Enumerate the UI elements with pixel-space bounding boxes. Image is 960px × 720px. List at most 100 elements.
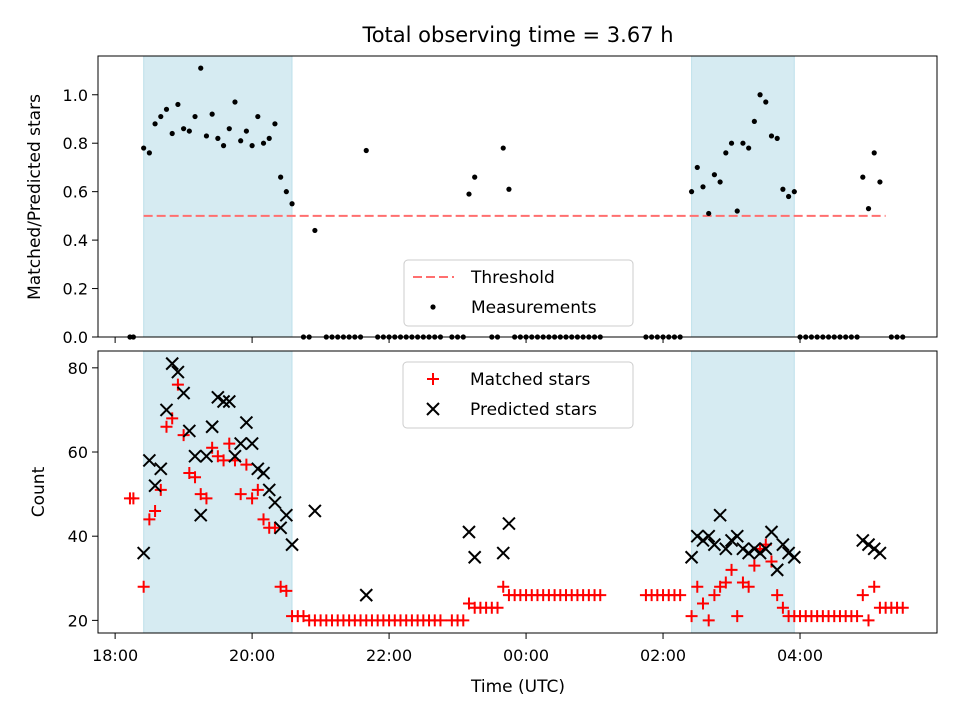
matched-stars-point <box>719 576 732 589</box>
predicted-stars-point <box>142 453 157 468</box>
measurement-point <box>266 135 272 141</box>
bottom-x-tick-label: 22:00 <box>366 646 412 665</box>
measurement-point <box>780 186 786 192</box>
measurement-point <box>209 111 215 117</box>
predicted-stars-point <box>199 449 214 463</box>
matched-stars-point <box>685 610 698 623</box>
predicted-stars-point <box>273 521 288 535</box>
matched-stars-point <box>725 563 738 576</box>
matched-stars-point <box>246 492 259 505</box>
matched-stars-point <box>177 429 190 442</box>
matched-stars-point <box>731 610 744 623</box>
measurement-point <box>278 174 284 180</box>
measurement-point <box>152 121 158 127</box>
legend-matched-label: Matched stars <box>470 370 590 390</box>
predicted-stars-point <box>873 546 887 560</box>
measurement-point <box>751 118 757 125</box>
bottom-x-axis-label: Time (UTC) <box>470 677 565 697</box>
measurement-point <box>694 164 700 171</box>
matched-stars-point <box>896 601 909 614</box>
measurement-point <box>877 179 883 185</box>
matched-stars-point <box>143 513 156 526</box>
measurement-point <box>728 140 735 146</box>
predicted-stars-point <box>188 449 202 463</box>
measurement-point <box>220 143 227 149</box>
measurement-point <box>363 147 369 154</box>
measurement-point <box>272 121 278 127</box>
bottom-legend: Matched stars Predicted stars <box>402 361 634 429</box>
measurement-point <box>146 150 152 156</box>
measurement-point <box>860 174 866 180</box>
bottom-legend-box <box>402 361 634 429</box>
matched-stars-point <box>851 610 864 623</box>
matched-stars-point <box>268 521 281 534</box>
matched-stars-point <box>742 580 755 593</box>
matched-stars-point <box>776 601 789 614</box>
predicted-stars-point <box>136 546 151 560</box>
predicted-stars-point <box>764 525 779 539</box>
predicted-stars-point <box>308 504 322 518</box>
predicted-stars-point <box>462 525 476 539</box>
measurement-point <box>283 189 289 195</box>
measurement-point <box>746 145 752 151</box>
predicted-stars-point <box>467 550 482 564</box>
measurement-point <box>506 186 512 192</box>
measurement-point <box>243 128 249 134</box>
matched-stars-point <box>257 513 270 526</box>
matched-stars-point <box>149 504 162 517</box>
bottom-y-tick-label: 60 <box>68 443 88 462</box>
top-y-tick-label: 0.6 <box>63 183 88 202</box>
top-y-tick-label: 0.8 <box>63 134 88 153</box>
matched-stars-point <box>127 492 140 505</box>
predicted-stars-point <box>747 542 762 556</box>
measurement-point <box>181 126 187 132</box>
legend-matched-swatch <box>427 373 439 385</box>
predicted-stars-point <box>359 588 373 602</box>
matched-stars-point <box>868 580 881 593</box>
matched-stars-point <box>234 488 247 501</box>
predicted-stars-point <box>216 394 231 409</box>
predicted-stars-point <box>148 478 162 493</box>
predicted-stars-point <box>194 508 208 522</box>
matched-stars-point <box>137 580 150 593</box>
legend-threshold-label: Threshold <box>470 268 555 288</box>
matched-stars-point <box>240 458 253 471</box>
measurement-point <box>466 191 472 197</box>
measurement-point <box>688 189 695 195</box>
predicted-stars-point <box>262 483 276 497</box>
measurement-point <box>768 133 775 139</box>
predicted-stars-point <box>182 424 197 438</box>
predicted-stars-point <box>724 533 739 548</box>
predicted-stars-point <box>719 542 733 556</box>
measurement-point <box>158 113 164 120</box>
measurement-point <box>186 128 192 134</box>
predicted-stars-point <box>268 495 282 510</box>
predicted-stars-point <box>251 462 265 476</box>
measurement-point <box>763 99 769 105</box>
measurement-point <box>141 145 147 151</box>
predicted-stars-point <box>502 516 516 531</box>
matched-stars-point <box>217 454 230 467</box>
measurement-point <box>226 126 232 132</box>
measurement-point <box>169 130 175 137</box>
predicted-stars-point <box>245 436 259 451</box>
matched-stars-point <box>491 601 504 614</box>
predicted-stars-point <box>233 436 248 451</box>
matched-stars-point <box>594 589 607 602</box>
matched-stars-point <box>457 614 470 627</box>
measurement-point <box>312 227 318 234</box>
bottom-x-tick-label: 18:00 <box>92 646 138 665</box>
matched-stars-point <box>696 597 709 610</box>
predicted-stars-point <box>159 403 174 417</box>
bottom-x-tick-label: 02:00 <box>640 646 686 665</box>
predicted-stars-point <box>770 563 784 577</box>
predicted-stars-point <box>228 449 242 463</box>
measurement-point <box>472 174 478 180</box>
matched-stars-point <box>160 420 173 433</box>
top-y-tick-label: 0.2 <box>63 280 88 299</box>
predicted-stars-point <box>701 529 716 543</box>
predicted-stars-point <box>279 508 294 522</box>
measurement-point <box>163 106 170 112</box>
predicted-stars-point <box>861 537 876 552</box>
predicted-stars-point <box>165 356 179 371</box>
